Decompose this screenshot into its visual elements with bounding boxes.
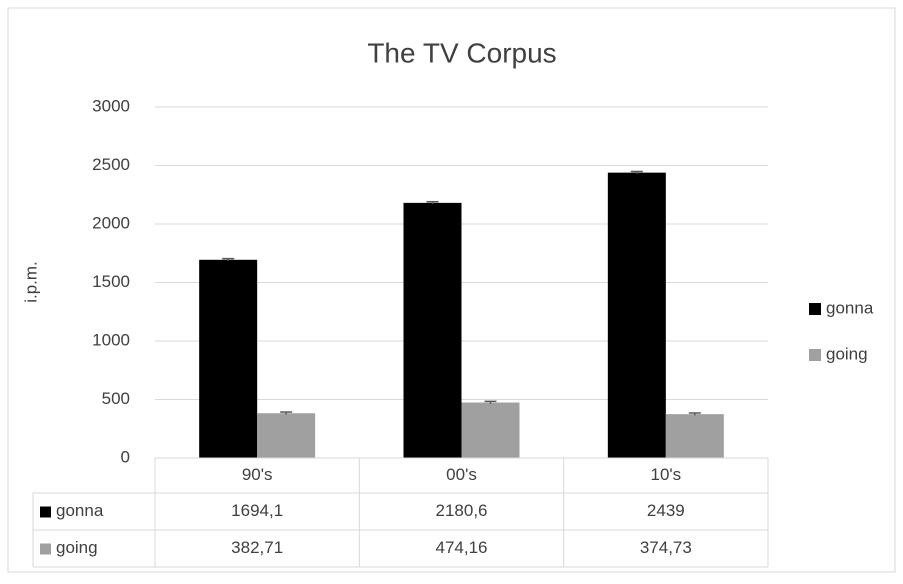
y-tick-label: 2500 bbox=[92, 155, 130, 174]
x-tick-label: 00's bbox=[446, 465, 477, 484]
y-tick-label: 2000 bbox=[92, 213, 130, 232]
y-tick-label: 3000 bbox=[92, 96, 130, 115]
table-legend-swatch bbox=[40, 543, 51, 555]
bar bbox=[199, 259, 258, 458]
table-value: 474,16 bbox=[436, 538, 488, 557]
y-tick-label: 500 bbox=[102, 389, 130, 408]
table-value: 1694,1 bbox=[231, 501, 283, 520]
table-series-name: gonna bbox=[56, 501, 104, 520]
table-value: 374,73 bbox=[640, 538, 692, 557]
table-legend-swatch bbox=[40, 506, 51, 518]
bar bbox=[607, 172, 666, 458]
legend-label: gonna bbox=[826, 298, 874, 317]
y-tick-label: 1500 bbox=[92, 272, 130, 291]
legend-swatch bbox=[809, 349, 821, 361]
bar bbox=[257, 413, 316, 458]
y-axis-label: i.p.m. bbox=[21, 261, 40, 303]
x-tick-label: 90's bbox=[242, 465, 273, 484]
chart-title: The TV Corpus bbox=[367, 37, 556, 68]
y-tick-label: 0 bbox=[121, 447, 130, 466]
bar bbox=[665, 414, 724, 458]
y-tick-label: 1000 bbox=[92, 330, 130, 349]
table-value: 2439 bbox=[647, 501, 685, 520]
x-tick-label: 10's bbox=[651, 465, 682, 484]
legend-swatch bbox=[809, 303, 821, 315]
table-value: 382,71 bbox=[231, 538, 283, 557]
legend-label: going bbox=[826, 344, 868, 363]
bar bbox=[461, 402, 520, 458]
bar bbox=[403, 202, 462, 458]
table-value: 2180,6 bbox=[436, 501, 488, 520]
table-series-name: going bbox=[56, 538, 98, 557]
